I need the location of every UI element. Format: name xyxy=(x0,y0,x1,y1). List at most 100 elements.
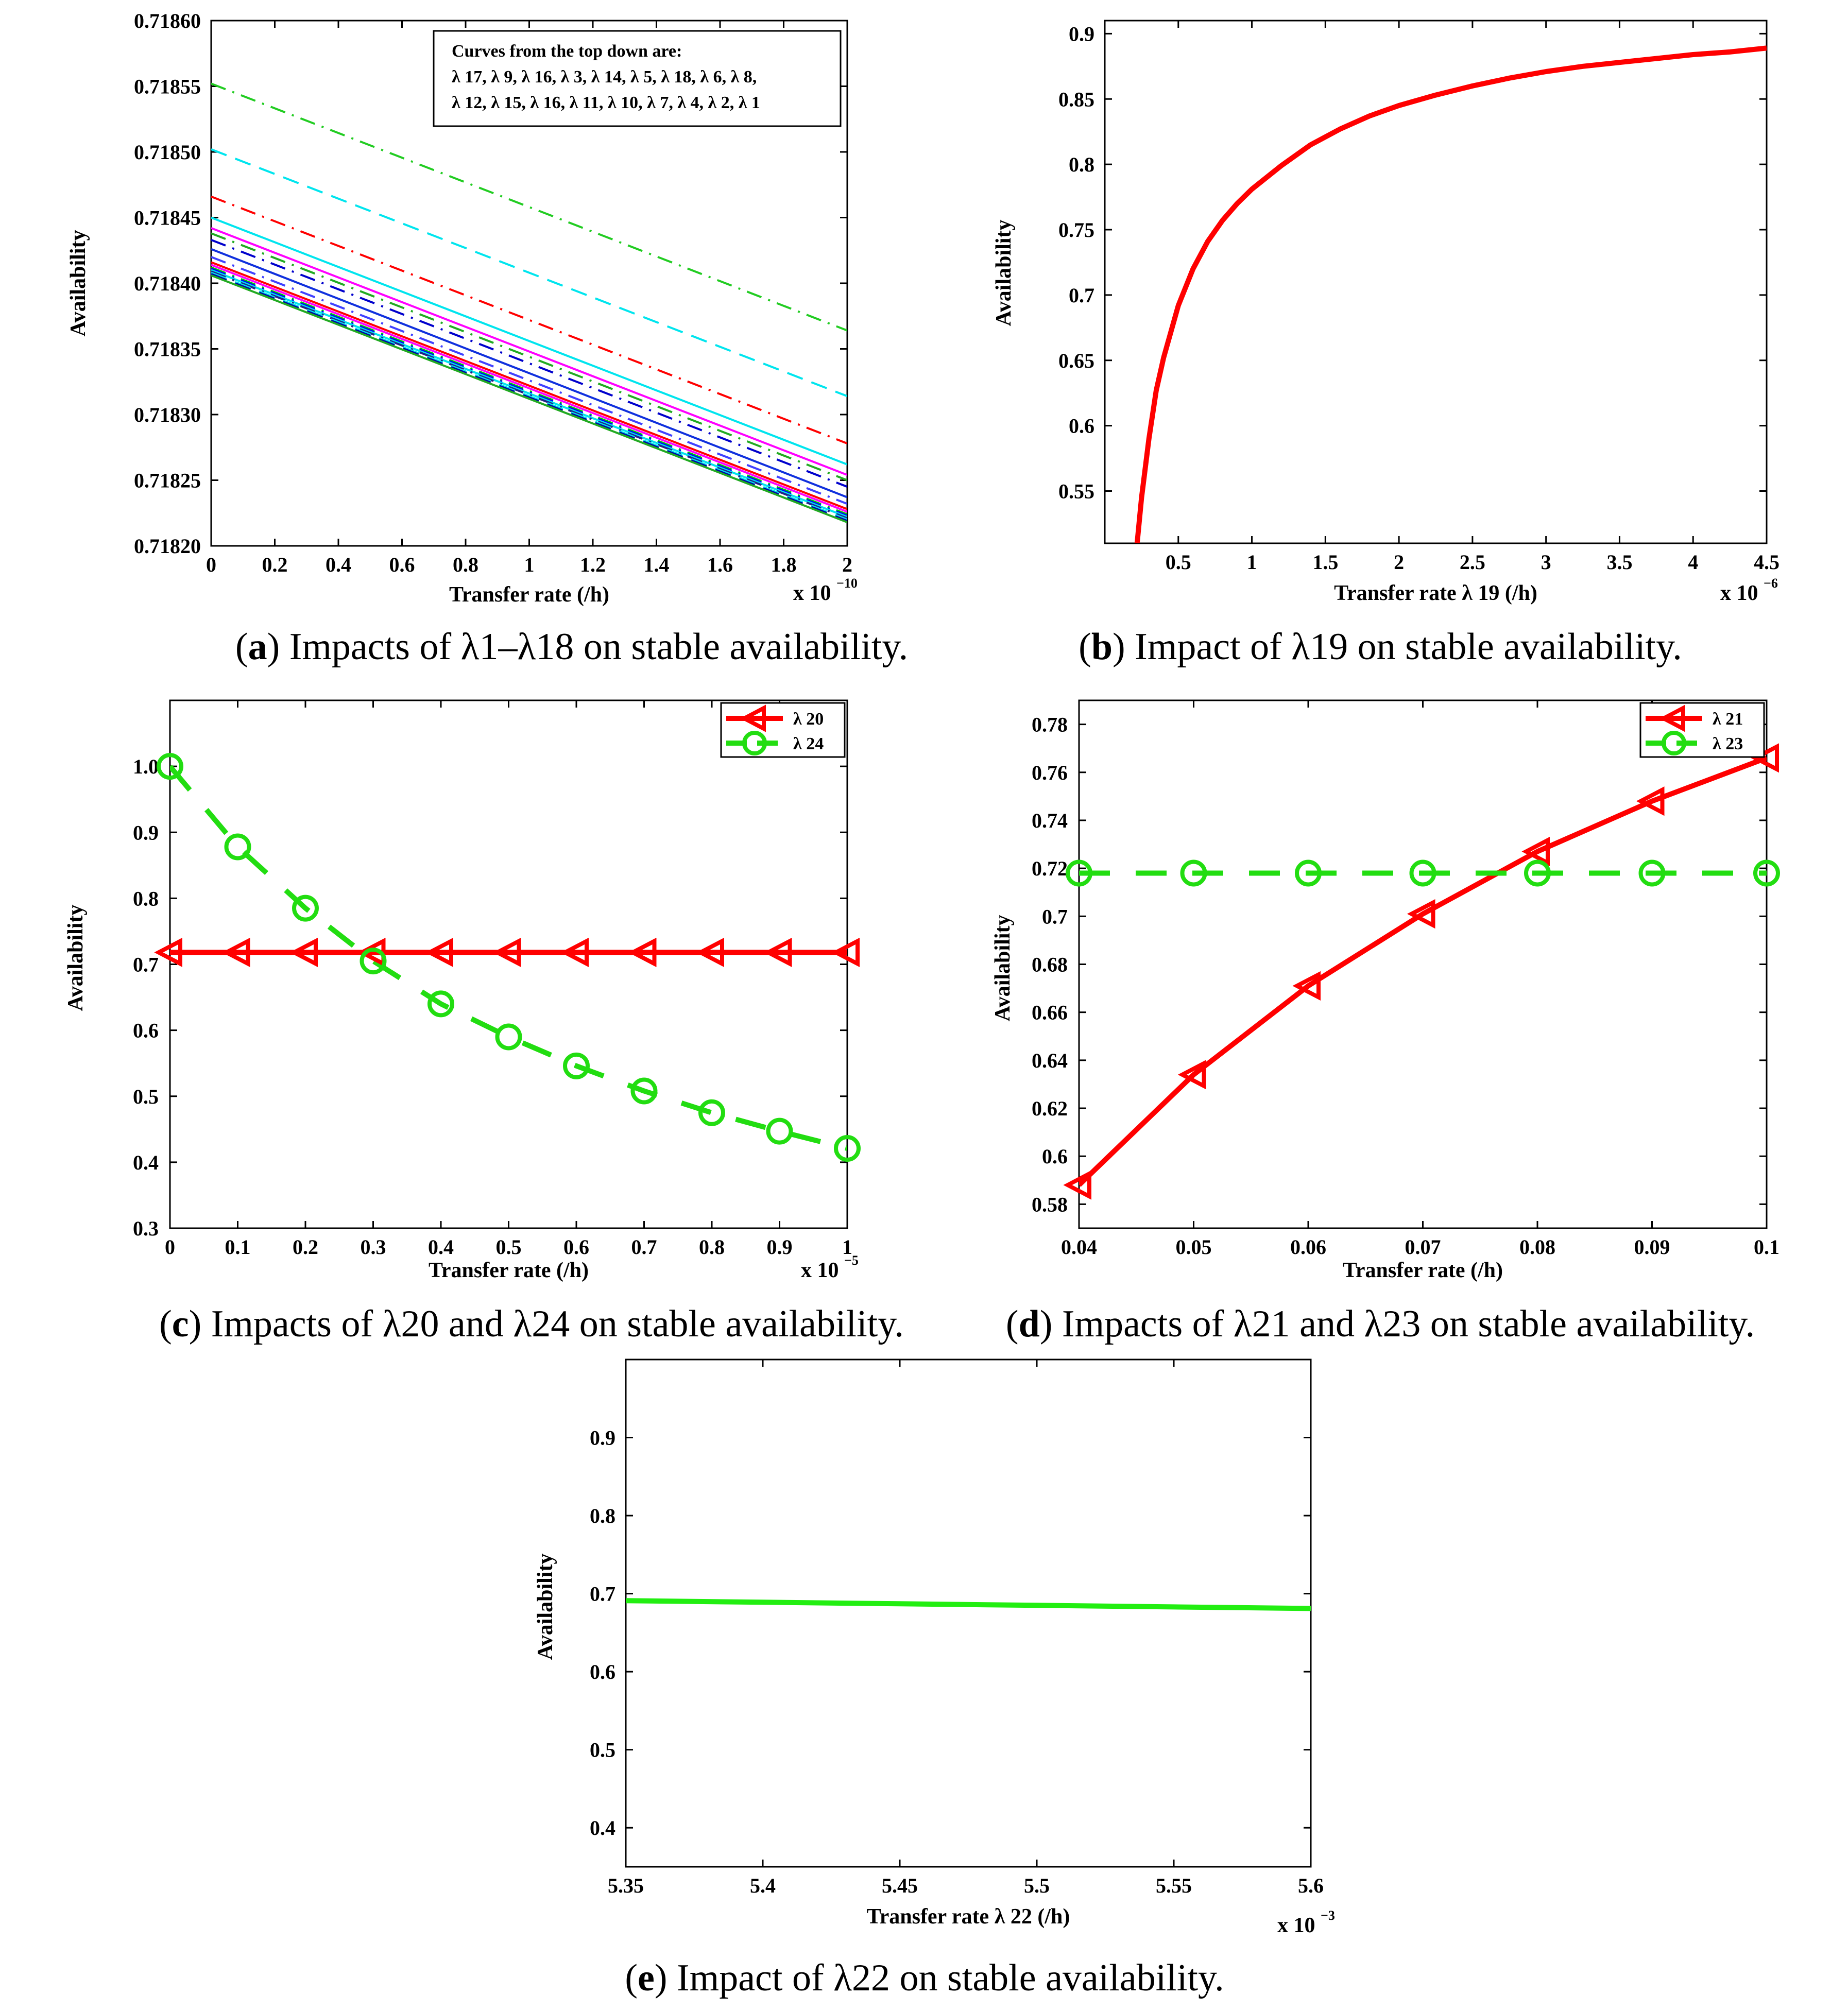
series-group xyxy=(626,1598,1311,1611)
x-axis-label: Transfer rate (/h) xyxy=(429,1259,589,1282)
annotation-line: λ 12, λ 15, λ 16, λ 11, λ 10, λ 7, λ 4, … xyxy=(452,93,760,112)
y-tick-label: 0.4 xyxy=(590,1816,615,1839)
legend-label: λ 24 xyxy=(793,734,824,753)
legend-box xyxy=(720,702,846,758)
series-line xyxy=(626,1598,1311,1611)
panel-a: 0 0.2 0.4 0.6 0.8 1 1.2 1.4 1.6 1.8 2 0.71820 0.7182… xyxy=(66,9,908,668)
caption-text: Impacts of λ1–λ18 on stable availability… xyxy=(289,626,908,668)
y-tick-label: 0.66 xyxy=(1032,1001,1068,1024)
caption-paren-open: ( xyxy=(1079,626,1091,668)
series-line xyxy=(211,274,847,523)
y-tick-label: 0.76 xyxy=(1032,761,1068,784)
x-tick-label: 5.45 xyxy=(882,1874,918,1897)
y-tick-label: 0.8 xyxy=(590,1504,615,1527)
y-axis-label: Availability xyxy=(534,1554,557,1660)
y-tick-label: 0.71850 xyxy=(134,141,201,164)
y-tick-label: 0.68 xyxy=(1032,953,1068,976)
y-axis-label: Availability xyxy=(64,905,88,1011)
data-point-marker xyxy=(224,833,251,861)
caption: (d) Impacts of λ21 and λ23 on stable ava… xyxy=(1006,1303,1755,1345)
data-point-marker xyxy=(1295,859,1322,887)
x-tick-label: 5.55 xyxy=(1156,1874,1192,1897)
legend-label: λ 20 xyxy=(793,710,824,729)
series-line xyxy=(1134,45,1767,543)
x-tick-label: 5.35 xyxy=(608,1874,644,1897)
x-tick-label: 1 xyxy=(842,1235,852,1259)
data-point-marker xyxy=(292,895,319,922)
x-tick-label: 2 xyxy=(1394,551,1404,574)
y-tick-label: 0.71845 xyxy=(134,207,201,230)
annotation-box xyxy=(433,30,842,127)
y-tick-label: 0.74 xyxy=(1032,809,1068,832)
y-axis-label: Availability xyxy=(66,230,90,337)
x-tick-label: 1.2 xyxy=(580,553,606,576)
data-point-marker xyxy=(766,1117,793,1145)
data-point-marker xyxy=(560,937,589,968)
x-exponent-power: −6 xyxy=(1764,576,1778,591)
series-line xyxy=(211,216,847,466)
series-line xyxy=(211,273,847,522)
y-tick-label: 0.71855 xyxy=(134,75,201,98)
series-group xyxy=(211,82,847,523)
data-point-marker xyxy=(831,937,860,968)
x-tick-label: 0.6 xyxy=(563,1235,589,1259)
y-tick-label: 1.0 xyxy=(133,755,159,778)
caption-letter: e xyxy=(638,1957,655,1999)
x-exponent-power: −5 xyxy=(844,1253,859,1268)
y-tick-label: 0.85 xyxy=(1058,88,1094,111)
panel-b: 0.5 1 1.5 2 2.5 3 3.5 4 4.5 0.55 0.6 0.65 0.7 0.75 0.8… xyxy=(992,20,1779,668)
data-point-marker xyxy=(628,937,657,968)
x-tick-label: 4 xyxy=(1688,551,1698,574)
series-group xyxy=(1079,755,1767,1187)
legend-label: λ 23 xyxy=(1713,734,1743,753)
x-tick-label: 0.08 xyxy=(1519,1235,1555,1259)
legend-swatch-marker xyxy=(1659,704,1685,732)
y-axis-label: Availability xyxy=(991,915,1015,1022)
y-tick-label: 0.75 xyxy=(1058,218,1094,242)
y-tick-label: 0.6 xyxy=(1069,415,1094,438)
x-axis-label: Transfer rate λ 22 (/h) xyxy=(867,1905,1070,1929)
data-point-marker xyxy=(425,937,453,968)
caption-letter: b xyxy=(1091,626,1113,668)
y-tick-label: 0.9 xyxy=(1069,22,1094,45)
legend-swatch-marker xyxy=(1662,731,1686,755)
caption-text: Impact of λ22 on stable availability. xyxy=(677,1957,1224,1999)
y-tick-label: 0.64 xyxy=(1032,1049,1068,1072)
series-line xyxy=(211,269,847,518)
plot-frame xyxy=(625,1358,1312,1868)
y-tick-label: 0.6 xyxy=(1042,1145,1068,1168)
y-tick-label: 0.72 xyxy=(1032,857,1068,880)
x-tick-label: 0.5 xyxy=(496,1235,522,1259)
legend-label: λ 21 xyxy=(1713,710,1743,729)
x-tick-label: 5.6 xyxy=(1298,1874,1324,1897)
data-point-marker xyxy=(289,937,318,968)
data-point-marker xyxy=(563,1052,590,1079)
x-tick-label: 2 xyxy=(842,553,852,576)
x-tick-label: 4.5 xyxy=(1754,551,1779,574)
caption-paren-open: ( xyxy=(625,1957,638,1999)
series-line xyxy=(211,227,847,476)
x-tick-label: 0.06 xyxy=(1290,1235,1326,1259)
x-tick-label: 1.8 xyxy=(771,553,797,576)
y-tick-label: 0.65 xyxy=(1058,349,1094,372)
caption-text: Impact of λ19 on stable availability. xyxy=(1135,626,1682,668)
data-point-marker xyxy=(1292,971,1321,1001)
x-tick-label: 0.8 xyxy=(453,553,478,576)
y-tick-label: 0.6 xyxy=(590,1660,615,1683)
caption-paren-close: ) xyxy=(189,1303,211,1345)
data-point-marker xyxy=(1066,859,1092,887)
y-tick-label: 0.5 xyxy=(133,1085,159,1108)
caption-paren-close: ) xyxy=(1113,626,1135,668)
y-tick-label: 0.71820 xyxy=(134,535,201,558)
legend-swatch-marker xyxy=(742,731,767,755)
x-tick-label: 1.5 xyxy=(1312,551,1338,574)
x-tick-label: 0.2 xyxy=(262,553,288,576)
data-point-marker xyxy=(360,948,387,975)
caption-letter: c xyxy=(172,1303,189,1345)
annotation-line: Curves from the top down are: xyxy=(452,42,682,61)
legend-swatch-marker xyxy=(740,704,766,732)
caption-paren-close: ) xyxy=(267,626,289,668)
x-exponent-label: x 10 −5 xyxy=(801,1253,859,1282)
plot-frame xyxy=(1078,699,1768,1229)
x-tick-label: 0.07 xyxy=(1405,1235,1441,1259)
